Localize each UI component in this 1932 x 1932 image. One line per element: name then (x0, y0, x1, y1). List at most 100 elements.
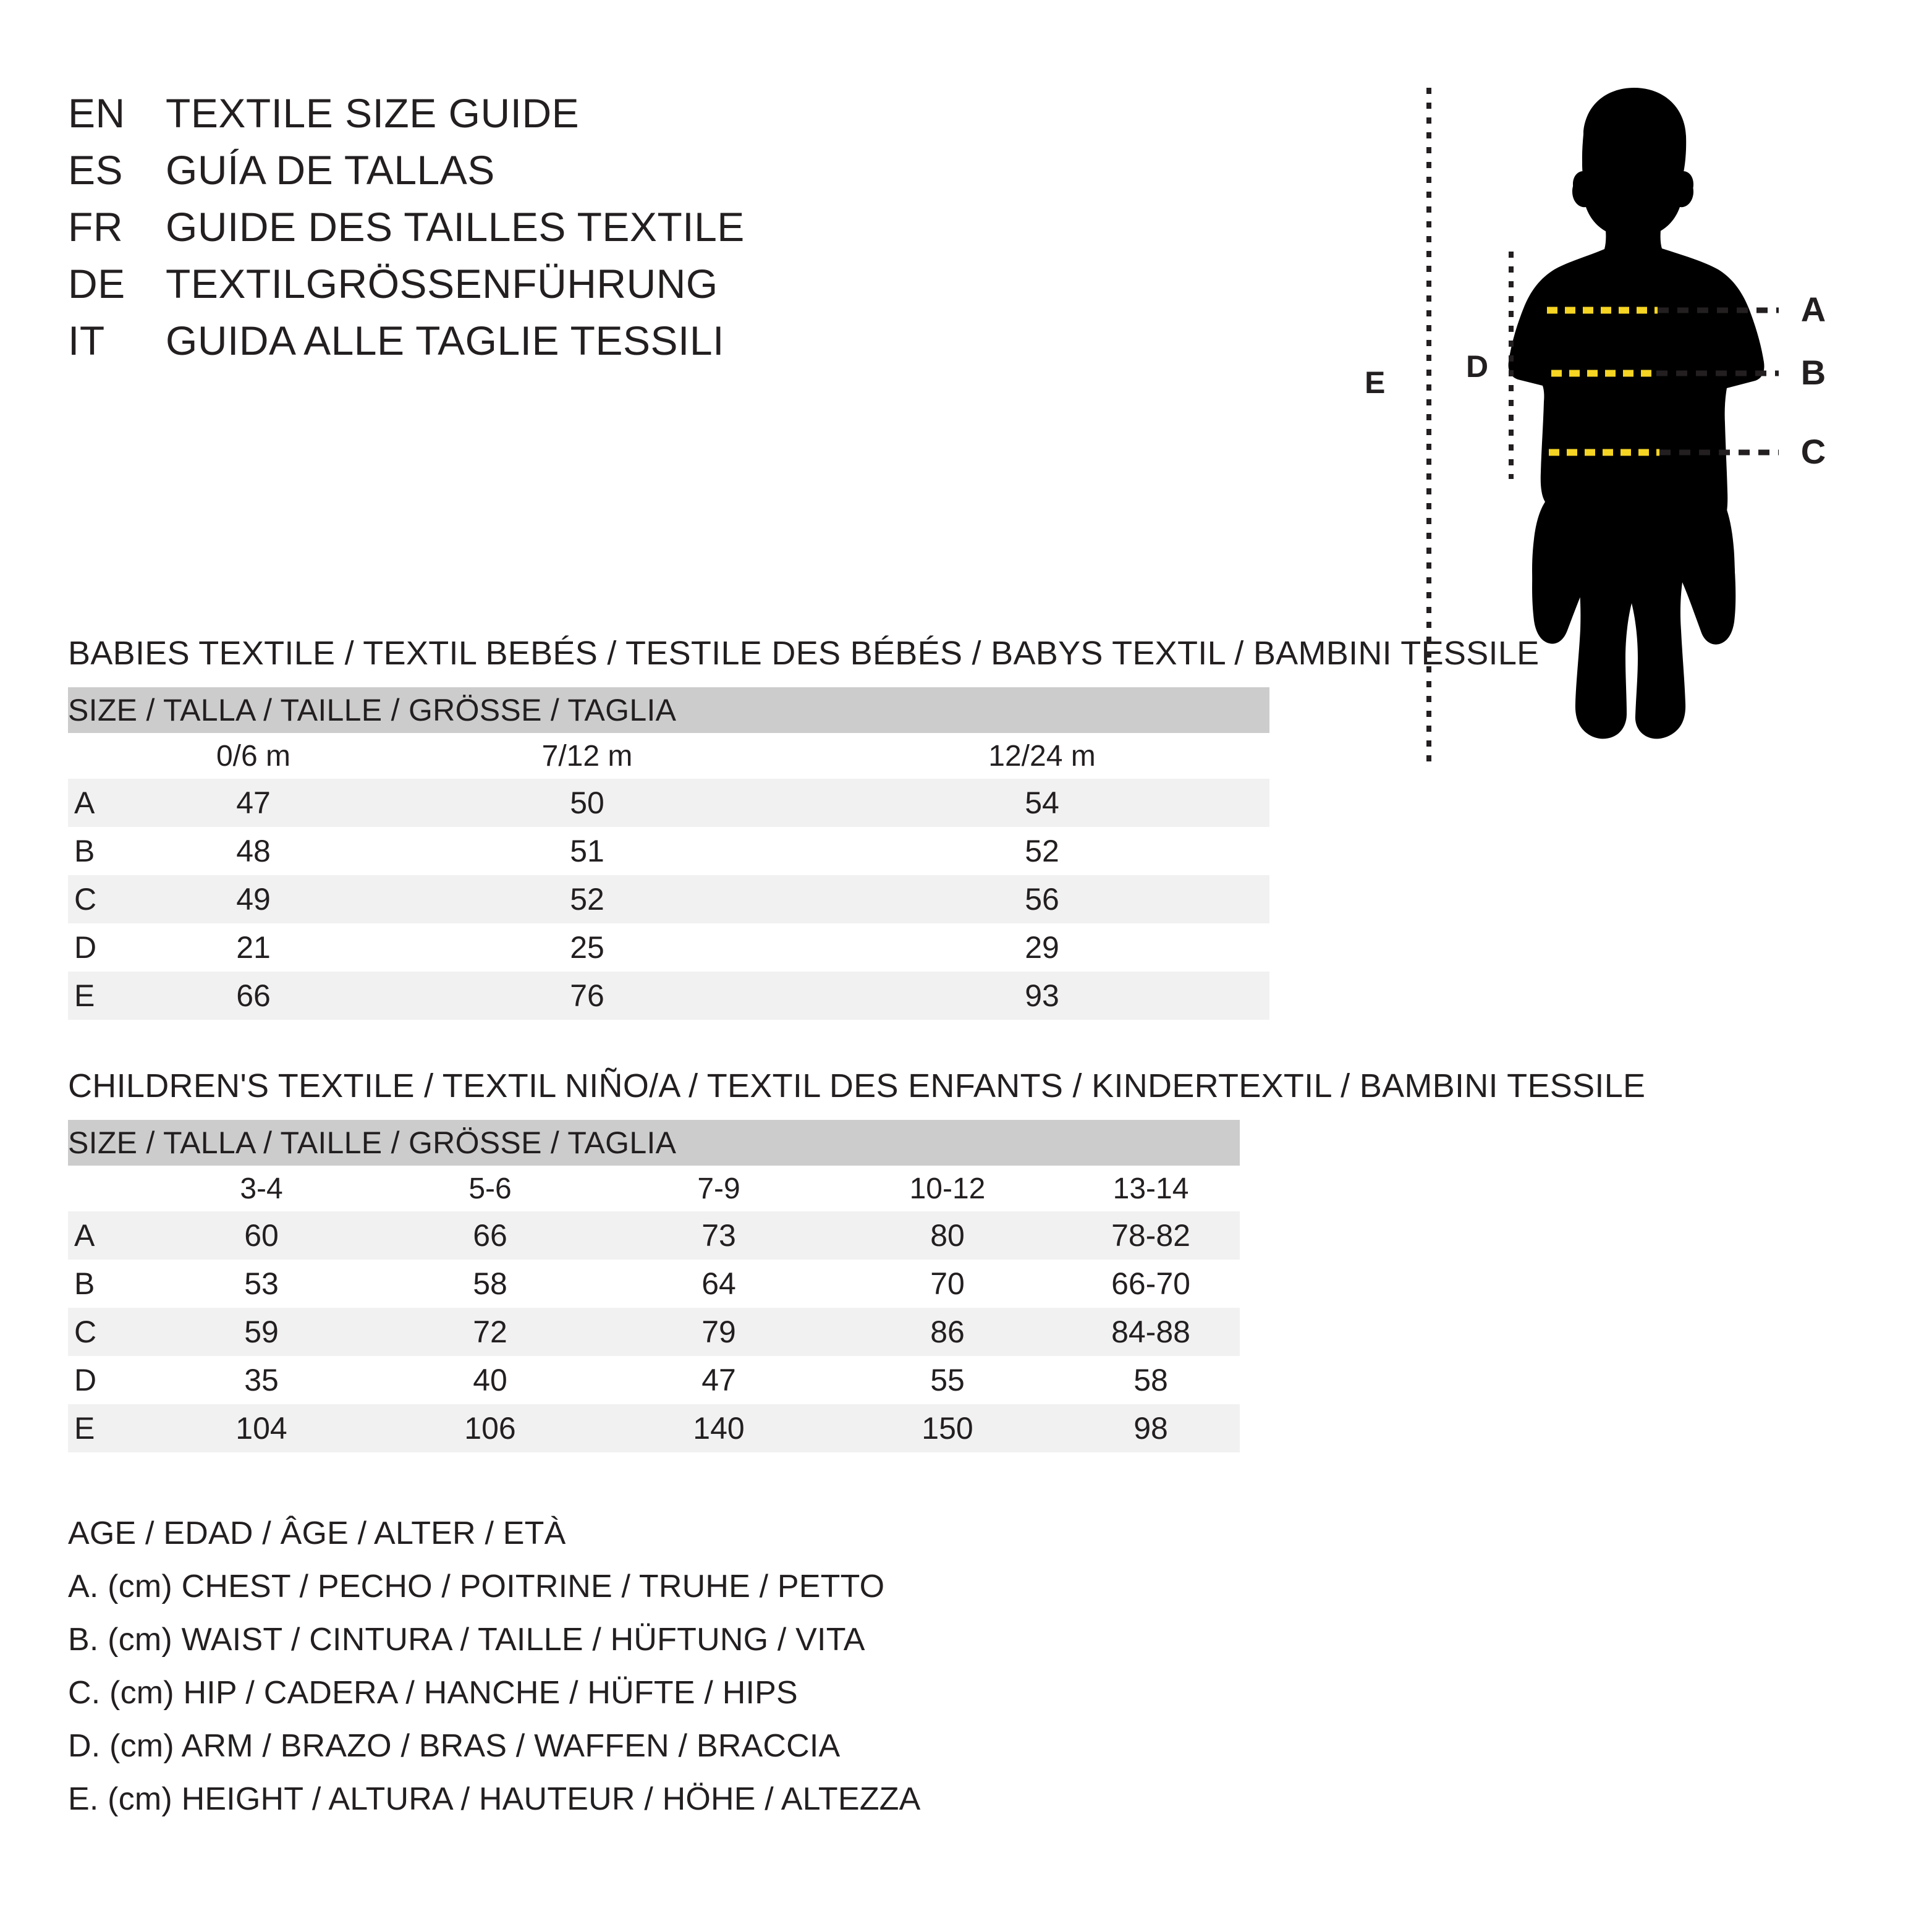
children-cell-a-3: 80 (833, 1211, 1062, 1260)
table-row: E 104 106 140 150 98 (68, 1404, 1240, 1452)
figure-label-d: D (1466, 349, 1488, 384)
table-row: D 21 25 29 (68, 923, 1269, 972)
children-cell-e-1: 106 (376, 1404, 604, 1452)
legend-item-a-chest: A. (cm) CHEST / PECHO / POITRINE / TRUHE… (68, 1569, 885, 1604)
children-cell-a-2: 73 (604, 1211, 833, 1260)
children-cell-c-3: 86 (833, 1308, 1062, 1356)
children-cell-b-4: 66-70 (1062, 1260, 1240, 1308)
babies-cell-d-2: 29 (815, 923, 1269, 972)
babies-textile-section: BABIES TEXTILE / TEXTIL BEBÉS / TESTILE … (68, 635, 1540, 1020)
children-size-band: SIZE / TALLA / TAILLE / GRÖSSE / TAGLIA (68, 1120, 1240, 1166)
legend-item-e-height: E. (cm) HEIGHT / ALTURA / HAUTEUR / HÖHE… (68, 1781, 921, 1817)
language-title-fr: GUIDE DES TAILLES TEXTILE (166, 204, 745, 250)
children-cell-e-3: 150 (833, 1404, 1062, 1452)
table-row: D 35 40 47 55 58 (68, 1356, 1240, 1404)
children-cell-d-4: 58 (1062, 1356, 1240, 1404)
child-silhouette-icon (1508, 88, 1765, 739)
legend-item-c-hip: C. (cm) HIP / CADERA / HANCHE / HÜFTE / … (68, 1675, 798, 1711)
legend-title-age: AGE / EDAD / ÂGE / ALTER / ETÀ (68, 1515, 566, 1551)
babies-col-header-1: 7/12 m (360, 733, 815, 779)
babies-cell-a-0: 47 (147, 779, 360, 827)
language-code-it: IT (68, 318, 105, 363)
children-section-title: CHILDREN'S TEXTILE / TEXTIL NIÑO/A / TEX… (68, 1067, 1646, 1104)
children-col-header-0: 3-4 (147, 1166, 376, 1211)
children-size-table: SIZE / TALLA / TAILLE / GRÖSSE / TAGLIA … (68, 1120, 1240, 1452)
children-col-header-2: 7-9 (604, 1166, 833, 1211)
babies-size-table: SIZE / TALLA / TAILLE / GRÖSSE / TAGLIA … (68, 687, 1269, 1020)
language-title-en: TEXTILE SIZE GUIDE (166, 90, 580, 136)
babies-row-label-b: B (68, 827, 147, 875)
babies-cell-a-2: 54 (815, 779, 1269, 827)
children-col-header-1: 5-6 (376, 1166, 604, 1211)
table-row: B 48 51 52 (68, 827, 1269, 875)
language-code-fr: FR (68, 204, 123, 250)
children-cell-c-2: 79 (604, 1308, 833, 1356)
babies-cell-d-1: 25 (360, 923, 815, 972)
children-cell-c-0: 59 (147, 1308, 376, 1356)
table-row: C 49 52 56 (68, 875, 1269, 923)
children-cell-a-4: 78-82 (1062, 1211, 1240, 1260)
babies-col-header-2: 12/24 m (815, 733, 1269, 779)
language-code-en: EN (68, 90, 125, 136)
table-row: C 59 72 79 86 84-88 (68, 1308, 1240, 1356)
children-cell-b-1: 58 (376, 1260, 604, 1308)
babies-band-label: SIZE / TALLA / TAILLE / GRÖSSE / TAGLIA (68, 687, 1269, 733)
babies-corner-cell (68, 733, 147, 779)
babies-cell-e-1: 76 (360, 972, 815, 1020)
language-title-es: GUÍA DE TALLAS (166, 147, 495, 193)
children-cell-d-0: 35 (147, 1356, 376, 1404)
children-row-label-e: E (68, 1404, 147, 1452)
language-row-en: EN TEXTILE SIZE GUIDE (68, 93, 1242, 150)
childrens-textile-section: CHILDREN'S TEXTILE / TEXTIL NIÑO/A / TEX… (68, 1067, 1646, 1452)
figure-label-c: C (1801, 432, 1826, 471)
table-row: B 53 58 64 70 66-70 (68, 1260, 1240, 1308)
babies-cell-e-0: 66 (147, 972, 360, 1020)
babies-cell-a-1: 50 (360, 779, 815, 827)
babies-row-label-c: C (68, 875, 147, 923)
children-row-label-b: B (68, 1260, 147, 1308)
language-code-de: DE (68, 261, 125, 307)
children-row-label-c: C (68, 1308, 147, 1356)
language-row-de: DE TEXTILGRÖSSENFÜHRUNG (68, 263, 1242, 320)
children-cell-e-0: 104 (147, 1404, 376, 1452)
children-cell-e-4: 98 (1062, 1404, 1240, 1452)
babies-cell-b-0: 48 (147, 827, 360, 875)
babies-section-title: BABIES TEXTILE / TEXTIL BEBÉS / TESTILE … (68, 635, 1540, 672)
babies-cell-c-1: 52 (360, 875, 815, 923)
measurement-legend: AGE / EDAD / ÂGE / ALTER / ETÀ A. (cm) C… (68, 1517, 1242, 1836)
babies-row-label-d: D (68, 923, 147, 972)
children-cell-a-1: 66 (376, 1211, 604, 1260)
babies-cell-d-0: 21 (147, 923, 360, 972)
table-row: A 60 66 73 80 78-82 (68, 1211, 1240, 1260)
language-code-es: ES (68, 147, 124, 193)
babies-size-band: SIZE / TALLA / TAILLE / GRÖSSE / TAGLIA (68, 687, 1269, 733)
figure-label-e-text: E (1365, 365, 1386, 400)
babies-column-header-row: 0/6 m 7/12 m 12/24 m (68, 733, 1269, 779)
babies-cell-e-2: 93 (815, 972, 1269, 1020)
children-cell-b-0: 53 (147, 1260, 376, 1308)
language-row-fr: FR GUIDE DES TAILLES TEXTILE (68, 206, 1242, 263)
children-cell-b-2: 64 (604, 1260, 833, 1308)
children-corner-cell (68, 1166, 147, 1211)
children-cell-d-1: 40 (376, 1356, 604, 1404)
children-cell-b-3: 70 (833, 1260, 1062, 1308)
table-row: E 66 76 93 (68, 972, 1269, 1020)
figure-label-a: A (1801, 290, 1826, 329)
legend-item-d-arm: D. (cm) ARM / BRAZO / BRAS / WAFFEN / BR… (68, 1728, 841, 1764)
language-row-it: IT GUIDA ALLE TAGLIE TESSILI (68, 320, 1242, 377)
language-title-it: GUIDA ALLE TAGLIE TESSILI (166, 318, 724, 363)
language-row-es: ES GUÍA DE TALLAS (68, 150, 1242, 206)
children-column-header-row: 3-4 5-6 7-9 10-12 13-14 (68, 1166, 1240, 1211)
children-col-header-4: 13-14 (1062, 1166, 1240, 1211)
children-row-label-a: A (68, 1211, 147, 1260)
children-col-header-3: 10-12 (833, 1166, 1062, 1211)
babies-row-label-a: A (68, 779, 147, 827)
babies-cell-c-2: 56 (815, 875, 1269, 923)
children-cell-a-0: 60 (147, 1211, 376, 1260)
children-cell-d-2: 47 (604, 1356, 833, 1404)
children-row-label-d: D (68, 1356, 147, 1404)
children-cell-d-3: 55 (833, 1356, 1062, 1404)
legend-item-b-waist: B. (cm) WAIST / CINTURA / TAILLE / HÜFTU… (68, 1622, 865, 1658)
children-cell-e-2: 140 (604, 1404, 833, 1452)
children-cell-c-1: 72 (376, 1308, 604, 1356)
